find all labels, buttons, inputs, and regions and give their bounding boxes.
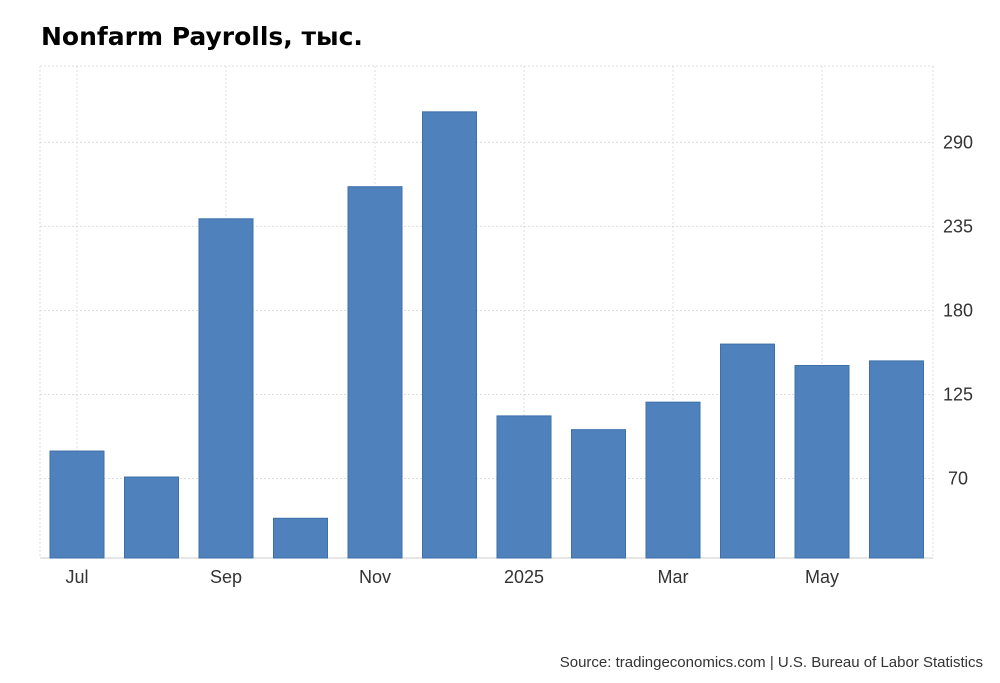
- x-tick-label: Mar: [658, 567, 689, 587]
- bar-2024-10: [273, 517, 328, 559]
- y-axis-tick-labels: 70 125 180 235 290: [943, 132, 973, 488]
- x-axis-tick-labels: Jul Sep Nov 2025 Mar May: [65, 567, 839, 587]
- bar-2024-11: [347, 186, 403, 559]
- bar-2025-03: [645, 401, 701, 559]
- bar-2025-06: [869, 360, 924, 559]
- bar-2024-08: [124, 476, 179, 559]
- y-tick-label: 70: [948, 469, 968, 489]
- x-tick-label: Sep: [210, 567, 242, 587]
- y-tick-label: 290: [943, 132, 973, 152]
- bar-2024-07: [49, 450, 105, 559]
- y-tick-label: 125: [943, 385, 973, 405]
- bar-2025-01: [496, 415, 552, 559]
- bar-2024-09: [198, 218, 254, 559]
- source-note: Source: tradingeconomics.com | U.S. Bure…: [559, 654, 983, 671]
- chart-title: Nonfarm Payrolls, тыс.: [41, 22, 363, 51]
- y-tick-label: 235: [943, 216, 973, 236]
- bar-2025-05: [794, 364, 850, 559]
- bar-2025-04: [720, 343, 775, 559]
- bar-2025-02: [571, 429, 626, 559]
- bars: [49, 111, 924, 559]
- x-tick-label: Nov: [359, 567, 391, 587]
- bar-2024-12: [422, 111, 477, 559]
- x-tick-label: Jul: [65, 567, 88, 587]
- y-tick-label: 180: [943, 300, 973, 320]
- x-tick-label: 2025: [504, 567, 544, 587]
- x-tick-label: May: [805, 567, 839, 587]
